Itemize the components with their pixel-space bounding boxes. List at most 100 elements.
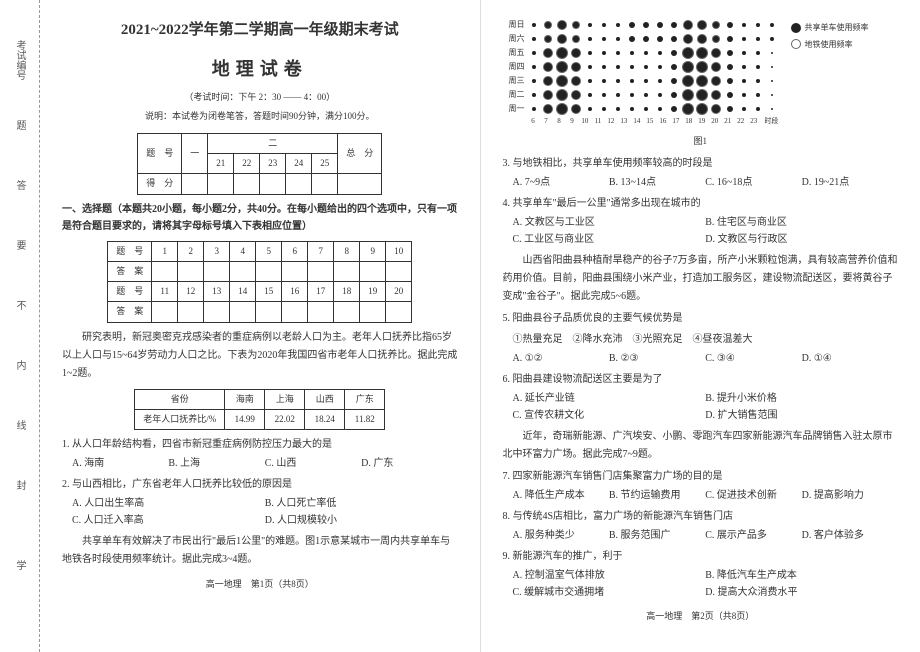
option: D. 扩大销售范围 <box>705 407 898 424</box>
binding-margin: 考试编号 题 答 要 不 内 线 封 学 <box>0 0 40 652</box>
page-footer-2: 高一地理 第2页（共8页） <box>503 609 899 624</box>
options-4: A. 文教区与工业区 B. 住宅区与商业区 C. 工业区与商业区 D. 文教区与… <box>513 214 899 248</box>
question-8: 8. 与传统4S店相比，富力广场的新能源汽车销售门店 <box>503 508 899 525</box>
option: A. 服务种类少 <box>513 527 609 544</box>
question-2: 2. 与山西相比，广东省老年人口抚养比较低的原因是 <box>62 476 458 493</box>
option: C. 工业区与商业区 <box>513 231 706 248</box>
option: B. 提升小米价格 <box>705 390 898 407</box>
binding-label: 线 <box>12 420 27 430</box>
question-5: 5. 阳曲县谷子品质优良的主要气候优势是 <box>503 310 899 327</box>
sub-col: 23 <box>260 153 286 173</box>
page-2: 周日周六周五周四周三周二周一67891011121314151617181920… <box>481 0 920 652</box>
option: D. 文教区与行政区 <box>705 231 898 248</box>
option: C. 人口迁入率高 <box>72 512 265 529</box>
binding-label: 学 <box>12 560 27 570</box>
option: A. 人口出生率高 <box>72 495 265 512</box>
col-header: 总 分 <box>338 133 382 174</box>
option: D. ①④ <box>802 350 898 367</box>
option: D. 客户体验多 <box>802 527 898 544</box>
passage-4: 近年，奇瑞新能源、广汽埃安、小鹏、零跑汽车四家新能源汽车品牌销售入驻太原市北中环… <box>503 428 899 464</box>
exam-instruction: 说明：本试卷为闭卷笔答，答题时间90分钟，满分100分。 <box>62 109 458 124</box>
option: A. 降低生产成本 <box>513 487 609 504</box>
chart-legend: 共享单车使用频率 地铁使用频率 <box>791 18 869 54</box>
option: B. 13~14点 <box>609 174 705 191</box>
option: B. 服务范围广 <box>609 527 705 544</box>
option: B. 人口死亡率低 <box>265 495 458 512</box>
sub-col: 24 <box>286 153 312 173</box>
option: C. 山西 <box>265 455 361 472</box>
answer-grid: 题 号 12345678910 答 案 题 号 1112131415161718… <box>107 241 412 323</box>
option: D. 人口规模较小 <box>265 512 458 529</box>
options-6: A. 延长产业链 B. 提升小米价格 C. 宣传农耕文化 D. 扩大销售范围 <box>513 390 899 424</box>
options-9: A. 控制温室气体排放 B. 降低汽车生产成本 C. 缓解城市交通拥堵 D. 提… <box>513 567 899 601</box>
legend-label: 地铁使用频率 <box>805 38 853 52</box>
option: A. 7~9点 <box>513 174 609 191</box>
option: C. ③④ <box>705 350 801 367</box>
option: C. 16~18点 <box>705 174 801 191</box>
question-3: 3. 与地铁相比，共享单车使用频率较高的时段是 <box>503 155 899 172</box>
sub-col: 25 <box>312 153 338 173</box>
option: C. 促进技术创新 <box>705 487 801 504</box>
main-title: 2021~2022学年第二学期高一年级期末考试 <box>62 18 458 44</box>
binding-label: 封 <box>12 480 27 490</box>
question-1: 1. 从人口年龄结构看，四省市新冠重症病例防控压力最大的是 <box>62 436 458 453</box>
option: B. ②③ <box>609 350 705 367</box>
option: C. 缓解城市交通拥堵 <box>513 584 706 601</box>
question-5-sub: ①热量充足 ②降水充沛 ③光照充足 ④昼夜温差大 <box>503 331 899 348</box>
col-header: 一 <box>182 133 208 174</box>
question-6: 6. 阳曲县建设物流配送区主要是为了 <box>503 371 899 388</box>
question-4: 4. 共享单车"最后一公里"通常多出现在城市的 <box>503 195 899 212</box>
grid-label: 答 案 <box>108 302 152 322</box>
options-7: A. 降低生产成本 B. 节约运输费用 C. 促进技术创新 D. 提高影响力 <box>513 487 899 504</box>
options-5: A. ①② B. ②③ C. ③④ D. ①④ <box>513 350 899 367</box>
binding-label: 考试编号 <box>12 40 27 80</box>
data-table-1: 省份 海南上海山西广东 老年人口抚养比/% 14.9922.0218.2411.… <box>134 389 385 431</box>
sub-col: 22 <box>234 153 260 173</box>
option: A. 海南 <box>72 455 168 472</box>
passage-2: 共享单车有效解决了市民出行"最后1公里"的难题。图1示意某城市一周内共享单车与地… <box>62 533 458 569</box>
score-table: 题 号 一 二 总 分 21 22 23 24 25 得 分 <box>137 133 382 195</box>
options-1: A. 海南 B. 上海 C. 山西 D. 广东 <box>72 455 458 472</box>
th: 省份 <box>135 389 225 409</box>
options-2: A. 人口出生率高 B. 人口死亡率低 C. 人口迁入率高 D. 人口规模较小 <box>72 495 458 529</box>
binding-label: 题 <box>12 120 27 130</box>
option: D. 提高影响力 <box>802 487 898 504</box>
option: B. 上海 <box>168 455 264 472</box>
question-7: 7. 四家新能源汽车销售门店集聚富力广场的目的是 <box>503 468 899 485</box>
option: C. 宣传农耕文化 <box>513 407 706 424</box>
option: A. ①② <box>513 350 609 367</box>
legend-label: 共享单车使用频率 <box>805 21 869 35</box>
option: B. 节约运输费用 <box>609 487 705 504</box>
option: A. 文教区与工业区 <box>513 214 706 231</box>
page-footer-1: 高一地理 第1页（共8页） <box>62 577 458 592</box>
question-9: 9. 新能源汽车的推广，利于 <box>503 548 899 565</box>
option: B. 住宅区与商业区 <box>705 214 898 231</box>
option: D. 提高大众消费水平 <box>705 584 898 601</box>
options-8: A. 服务种类少 B. 服务范围广 C. 展示产品多 D. 客户体验多 <box>513 527 899 544</box>
sub-col: 21 <box>208 153 234 173</box>
option: A. 延长产业链 <box>513 390 706 407</box>
subject-title: 地理试卷 <box>62 54 458 85</box>
grid-label: 答 案 <box>108 261 152 281</box>
usage-chart: 周日周六周五周四周三周二周一67891011121314151617181920… <box>503 18 899 128</box>
passage-3: 山西省阳曲县种植耐旱稳产的谷子7万多亩，所产小米颗粒饱满，具有较高营养价值和药用… <box>503 252 899 306</box>
option: B. 降低汽车生产成本 <box>705 567 898 584</box>
figure-label: 图1 <box>503 134 899 149</box>
option: D. 广东 <box>361 455 457 472</box>
passage-1: 研究表明，新冠奥密克戎感染者的重症病例以老龄人口为主。老年人口抚养比指65岁以上… <box>62 329 458 383</box>
option: C. 展示产品多 <box>705 527 801 544</box>
col-header: 题 号 <box>138 133 182 174</box>
binding-label: 不 <box>12 300 27 310</box>
option: A. 控制温室气体排放 <box>513 567 706 584</box>
option: D. 19~21点 <box>802 174 898 191</box>
grid-label: 题 号 <box>108 241 152 261</box>
th: 老年人口抚养比/% <box>135 410 225 430</box>
page-1: 2021~2022学年第二学期高一年级期末考试 地理试卷 （考试时间：下午 2：… <box>40 0 481 652</box>
exam-time: （考试时间：下午 2：30 —— 4：00） <box>62 90 458 105</box>
section-1-title: 一、选择题（本题共20小题，每小题2分，共40分。在每小题给出的四个选项中，只有… <box>62 201 458 235</box>
binding-label: 答 <box>12 180 27 190</box>
binding-label: 内 <box>12 360 27 370</box>
options-3: A. 7~9点 B. 13~14点 C. 16~18点 D. 19~21点 <box>513 174 899 191</box>
grid-label: 题 号 <box>108 282 152 302</box>
score-label: 得 分 <box>138 174 182 194</box>
